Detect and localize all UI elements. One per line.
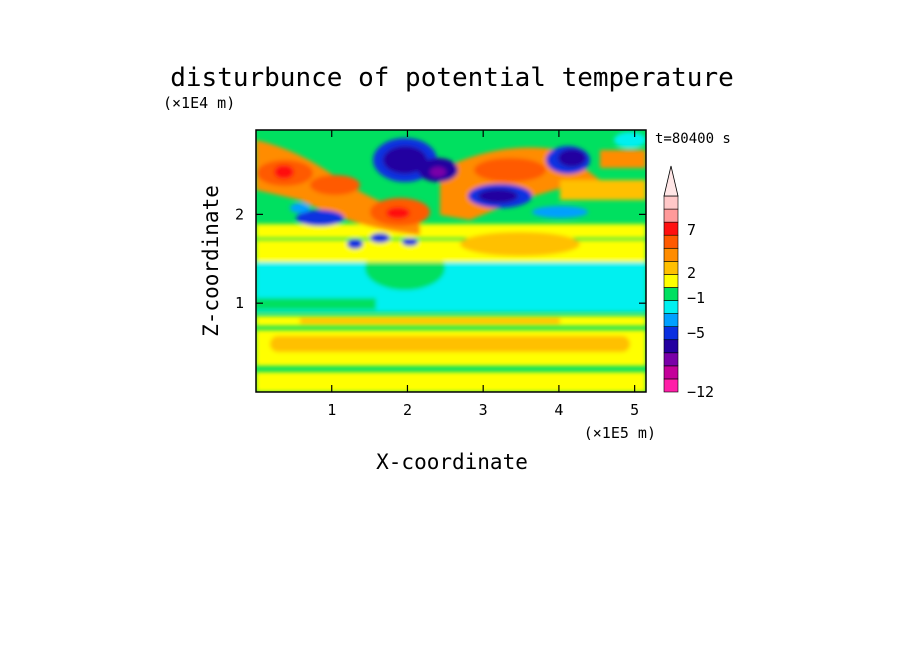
colorbar-swatch: [663, 287, 679, 301]
colorbar: 7 2 −1 −5 −12: [663, 165, 714, 401]
colorbar-tick-label: 2: [687, 264, 696, 282]
colorbar-swatch: [663, 326, 679, 341]
y-tick-label: 1: [235, 294, 244, 312]
chart-title: disturbunce of potential temperature: [170, 63, 734, 93]
x-tick-label: 4: [554, 401, 563, 419]
colorbar-swatch: [663, 365, 679, 380]
y-axis-label: Z-coordinate: [199, 185, 223, 337]
colorbar-swatch: [663, 261, 679, 275]
x-unit-label: (×1E5 m): [584, 424, 656, 442]
plot-frame: [255, 129, 647, 393]
colorbar-tick-label: 7: [687, 221, 696, 239]
x-axis-label: X-coordinate: [376, 450, 528, 474]
colorbar-swatch: [663, 352, 679, 367]
colorbar-swatch: [663, 378, 679, 393]
y-tick-label: 2: [235, 205, 244, 223]
colorbar-tick-label: −12: [687, 383, 714, 401]
x-tick-label: 2: [403, 401, 412, 419]
colorbar-swatch: [663, 339, 679, 354]
colorbar-swatch: [663, 247, 679, 262]
contour-field: [256, 130, 646, 392]
colorbar-swatch: [663, 234, 679, 249]
x-tick-label: 1: [327, 401, 336, 419]
colorbar-swatch: [663, 274, 679, 288]
colorbar-swatch: [663, 313, 679, 327]
x-tick-label: 3: [479, 401, 488, 419]
colorbar-swatch: [663, 221, 679, 236]
colorbar-swatch: [663, 300, 679, 314]
time-label: t=80400 s: [655, 131, 731, 147]
colorbar-swatch: [663, 195, 679, 210]
colorbar-swatch: [663, 208, 679, 223]
colorbar-tick-label: −5: [687, 324, 705, 342]
colorbar-tick-label: −1: [687, 289, 705, 307]
y-unit-label: (×1E4 m): [163, 94, 235, 112]
axes: 1 2 3 4 5 1 2: [235, 130, 646, 419]
colorbar-extend-arrow: [663, 165, 679, 197]
x-tick-label: 5: [630, 401, 639, 419]
